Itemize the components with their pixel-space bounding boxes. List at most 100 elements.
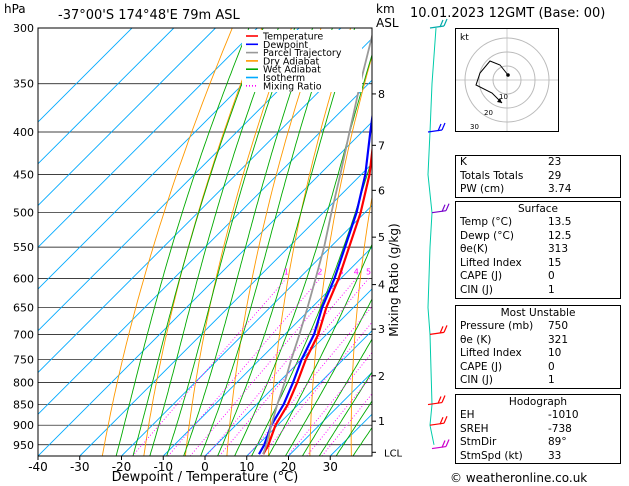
isotherm-line — [38, 121, 372, 456]
wind-barb-icon — [441, 395, 446, 403]
table-row: Temp (°C) 13.5 — [460, 216, 572, 228]
table-row: Dewp (°C) 12.5 — [460, 229, 572, 242]
datetime-label: 10.01.2023 12GMT (Base: 00) — [410, 6, 606, 21]
hodograph-ring — [478, 51, 536, 109]
profile-lines — [258, 32, 372, 455]
isotherm-line — [79, 163, 372, 456]
surface-title: Surface — [517, 203, 558, 215]
isotherm-line — [204, 288, 372, 456]
wet-adiabat-line — [335, 400, 372, 456]
dewpoint-series — [258, 111, 372, 455]
x-tick-label: -20 — [112, 460, 132, 474]
wind-barb-icon — [443, 415, 448, 424]
altitude-tick-label: 7 — [378, 139, 385, 152]
background-lines: 12345810152025 — [38, 28, 372, 456]
pressure-tick-label: 800 — [13, 377, 34, 390]
legend-label: Temperature — [262, 32, 323, 43]
table-row: PW (cm) 3.74 — [460, 183, 572, 196]
legend-label: Parcel Trajectory — [263, 48, 342, 59]
wind-barb-icon — [429, 331, 445, 335]
pressure-tick-label: 350 — [13, 78, 34, 91]
hodograph-table-title: Hodograph — [508, 396, 568, 408]
mixing-ratio-line — [287, 352, 372, 456]
wet-adiabat-line — [149, 28, 279, 456]
altitude-tick-label: 5 — [378, 231, 385, 244]
altitude-tick-label: 1 — [378, 415, 385, 428]
hodograph-unit: kt — [460, 33, 469, 43]
x-tick-label: 30 — [323, 460, 338, 474]
table-row: Totals Totals 29 — [460, 169, 562, 182]
legend-label: Dewpoint — [263, 40, 308, 51]
lcl-label: LCL — [384, 448, 403, 459]
wet-adiabat-line — [251, 157, 372, 456]
pressure-tick-label: 400 — [13, 126, 34, 139]
altitude-tick-label: 6 — [378, 184, 385, 197]
mixing-ratio-line — [247, 305, 372, 456]
pressure-tick-label: 750 — [13, 353, 34, 366]
pressure-tick-label: 450 — [13, 169, 34, 182]
mixing-ratio-line — [189, 278, 342, 456]
x-tick-label: 10 — [239, 460, 254, 474]
wind-barb-icon — [445, 203, 450, 211]
parcel-trajectory-series — [262, 32, 372, 455]
wind-barb-icon — [427, 401, 443, 406]
wet-adiabat-line — [302, 338, 372, 456]
hodograph-svg: kt 10 20 30 — [456, 29, 558, 131]
dry-adiabat-line — [101, 28, 233, 456]
wind-barb-icon — [441, 440, 446, 448]
table-row: θe(K) 313 — [460, 243, 569, 256]
wind-barb-icon — [439, 19, 444, 28]
wet-adiabat-line — [200, 28, 333, 456]
x-tick-label: -40 — [28, 460, 48, 474]
wind-barb-icon — [441, 122, 446, 131]
hodograph-ring-label: 20 — [484, 109, 493, 117]
mixing-ratio-label: 2 — [317, 268, 322, 277]
mixing-ratio-label: 5 — [366, 268, 371, 277]
wet-adiabat-line — [285, 298, 372, 456]
altitude-tick-label: 3 — [378, 323, 385, 336]
isotherm-line — [38, 28, 133, 123]
altitude-tick-label: 2 — [378, 370, 385, 383]
pressure-tick-label: 950 — [13, 439, 34, 452]
table-row: StmDir 89° — [460, 436, 567, 449]
wet-adiabat-line — [183, 28, 314, 456]
pressure-tick-label: 700 — [13, 328, 34, 341]
pressure-tick-label: 300 — [13, 22, 34, 35]
wind-barb-icon — [429, 25, 445, 29]
wet-adiabat-line — [318, 371, 372, 456]
wind-profile — [427, 18, 450, 450]
temperature-series — [262, 143, 372, 455]
x-tick-label: 20 — [281, 460, 296, 474]
mixing-ratio-line — [132, 278, 287, 456]
table-row: CAPE (J) 0 — [460, 360, 555, 373]
hodograph-ring-label: 10 — [499, 93, 508, 101]
legend-label: Wet Adiabat — [263, 65, 321, 76]
wind-barb-icon — [429, 422, 445, 426]
table-row: K 23 — [460, 156, 562, 168]
mixing-ratio-line — [321, 393, 372, 456]
hodograph-ring — [492, 65, 522, 95]
hodograph-trace — [475, 60, 509, 104]
km-label: km — [376, 2, 395, 16]
x-tick-label: -10 — [153, 460, 173, 474]
wind-barb-icon — [445, 439, 450, 447]
location-label: -37°00'S 174°48'E 79m ASL — [58, 8, 240, 23]
table-row: θe (K) 321 — [460, 333, 569, 346]
mixing-ratio-axis-label: Mixing Ratio (g/kg) — [387, 223, 401, 336]
altitude-tick-label: 4 — [378, 279, 385, 292]
isotherm-line — [38, 28, 175, 165]
legend-label: Mixing Ratio — [263, 81, 322, 92]
wet-adiabat-line — [217, 28, 356, 456]
table-row: CIN (J) 1 — [460, 374, 555, 387]
wind-barb-icon — [431, 445, 447, 450]
mixing-ratio-label: 4 — [354, 268, 359, 277]
x-tick-label: 0 — [201, 460, 209, 474]
pressure-tick-label: 500 — [13, 207, 34, 220]
isotherm-line — [38, 79, 372, 415]
pressure-tick-label: 850 — [13, 399, 34, 412]
table-row: Pressure (mb) 750 — [460, 320, 569, 332]
surface-table: Surface Temp (°C) 13.5 Dewp (°C) 12.5 θe(K… — [455, 201, 621, 299]
x-axis-label: Dewpoint / Temperature (°C) — [112, 470, 299, 485]
